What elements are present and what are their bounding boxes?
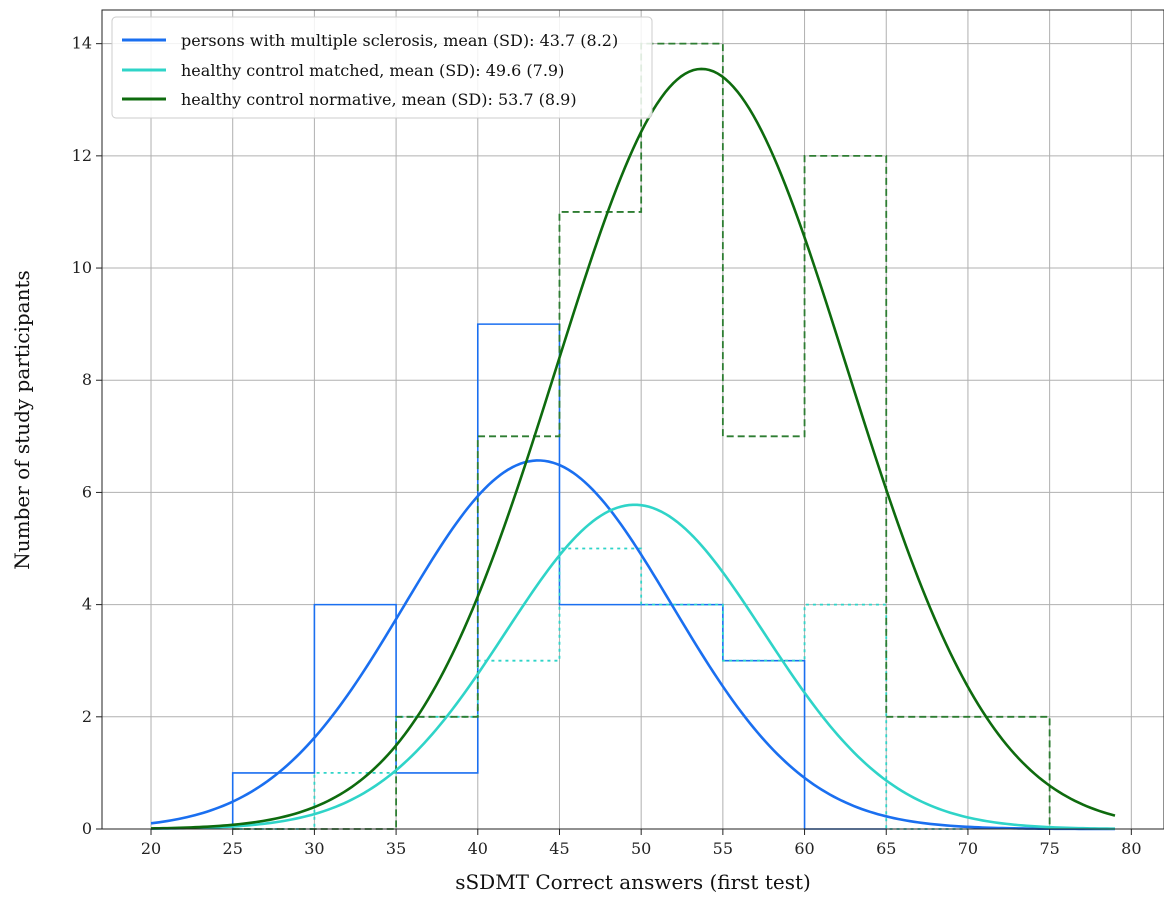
histogram-matched: [232, 547, 968, 830]
legend: persons with multiple sclerosis, mean (S…: [111, 16, 653, 119]
y-tick-label: 4: [82, 595, 92, 614]
curves: [150, 67, 1116, 831]
x-tick-label: 35: [386, 839, 406, 858]
x-tick-label: 80: [1121, 839, 1141, 858]
x-tick-label: 60: [794, 839, 814, 858]
y-axis-label: Number of study participants: [10, 270, 34, 570]
legend-entry-matched: healthy control matched, mean (SD): 49.6…: [181, 61, 564, 80]
x-tick-label: 75: [1039, 839, 1059, 858]
y-axis-ticks: 0 2 4 6 8 10 12 14: [72, 34, 102, 838]
y-tick-label: 12: [72, 146, 92, 165]
x-tick-label: 55: [713, 839, 733, 858]
y-tick-label: 10: [72, 258, 92, 277]
legend-entry-normative: healthy control normative, mean (SD): 53…: [181, 90, 577, 109]
histogram-ms: [231, 323, 887, 830]
y-tick-label: 8: [82, 370, 92, 389]
x-tick-label: 20: [141, 839, 161, 858]
x-tick-label: 65: [876, 839, 896, 858]
y-tick-label: 0: [82, 819, 92, 838]
x-tick-label: 30: [304, 839, 324, 858]
y-tick-label: 6: [82, 482, 92, 501]
curve-series-0: [150, 459, 1115, 831]
legend-box: [111, 16, 653, 119]
plot-background: [102, 10, 1164, 829]
x-axis-label: sSDMT Correct answers (first test): [455, 870, 811, 894]
x-tick-label: 45: [549, 839, 569, 858]
y-tick-label: 14: [72, 34, 92, 53]
x-tick-label: 50: [631, 839, 651, 858]
x-tick-label: 25: [223, 839, 243, 858]
x-tick-label: 40: [468, 839, 488, 858]
curve-series-1: [151, 503, 1115, 831]
x-axis-ticks: 20 25 30 35 40 45 50 55 60 65 70 75 80: [141, 829, 1142, 858]
y-tick-label: 2: [82, 707, 92, 726]
x-tick-label: 70: [958, 839, 978, 858]
curve-series-2: [151, 67, 1116, 830]
legend-entry-ms: persons with multiple sclerosis, mean (S…: [181, 31, 618, 50]
plot-frame: [101, 9, 1164, 830]
